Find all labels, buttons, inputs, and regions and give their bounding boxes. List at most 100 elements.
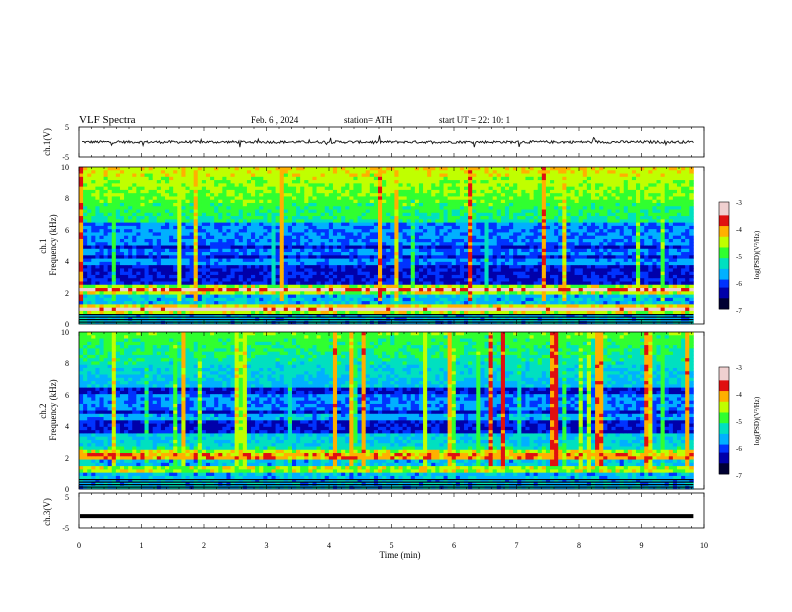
spectrogram-cell <box>205 219 211 223</box>
spectrogram-cell <box>197 252 203 256</box>
spectrogram-cell <box>373 225 379 230</box>
spectrogram-cell <box>91 265 96 269</box>
spectrogram-cell <box>271 167 276 171</box>
spectrogram-cell <box>144 235 150 240</box>
spectrogram-cell <box>414 170 420 174</box>
spectrogram-cell <box>205 196 211 201</box>
spectrogram-cell <box>218 232 223 237</box>
spectrogram-cell <box>418 265 424 269</box>
spectrogram-cell <box>152 291 158 295</box>
spectrogram-cell <box>418 248 424 253</box>
spectrogram-cell <box>201 202 207 207</box>
spectrogram-cell <box>214 173 219 178</box>
spectrogram-cell <box>418 229 424 233</box>
spectrogram-cell <box>390 219 395 223</box>
spectrogram-cell <box>365 271 371 276</box>
spectrogram-cell <box>443 199 449 204</box>
spectrogram-cell <box>410 265 416 269</box>
spectrogram-cell <box>214 176 219 181</box>
spectrogram-cell <box>418 199 424 204</box>
spectrogram-cell <box>255 189 260 194</box>
spectrogram-cell <box>476 284 481 289</box>
spectrogram-cell <box>124 274 129 279</box>
spectrogram-cell <box>279 261 285 266</box>
spectrogram-cell <box>451 180 457 184</box>
spectrogram-cell <box>369 252 375 256</box>
spectrogram-cell <box>185 170 190 174</box>
spectrogram-cell <box>95 229 100 233</box>
spectrogram-cell <box>476 229 481 233</box>
spectrogram-cell <box>345 307 350 312</box>
spectrogram-cell <box>439 310 444 315</box>
spectrogram-cell <box>238 281 244 286</box>
spectrogram-cell <box>259 284 264 289</box>
spectrogram-cell <box>259 180 264 184</box>
spectrogram-cell <box>337 284 342 289</box>
spectrogram-cell <box>275 268 281 273</box>
spectrogram-cell <box>173 248 178 253</box>
spectrogram-cell <box>275 222 281 227</box>
spectrogram-cell <box>111 288 117 292</box>
spectrogram-cell <box>472 284 477 289</box>
spectrogram-cell <box>189 183 195 188</box>
spectrogram-cell <box>468 297 473 302</box>
spectrogram-cell <box>226 265 231 269</box>
spectrogram-cell <box>128 199 133 204</box>
spectrogram-cell <box>476 307 481 312</box>
spectrogram-cell <box>119 183 125 188</box>
spectrogram-cell <box>259 291 264 295</box>
spectrogram-cell <box>328 245 334 250</box>
spectrogram-cell <box>464 265 469 269</box>
spectrogram-cell <box>160 258 166 263</box>
spectrogram-cell <box>230 304 236 309</box>
spectrogram-cell <box>337 186 342 191</box>
spectrogram-cell <box>222 216 227 220</box>
spectrogram-cell <box>173 232 178 237</box>
spectrogram-cell <box>263 294 268 299</box>
spectrogram-cell <box>423 274 428 279</box>
spectrogram-cell <box>337 268 342 273</box>
spectrogram-cell <box>459 196 465 201</box>
spectrogram-cell <box>365 206 371 210</box>
spectrogram-cell <box>99 288 104 292</box>
spectrogram-cell <box>443 212 449 217</box>
spectrogram-cell <box>189 189 195 194</box>
spectrogram-cell <box>439 219 444 223</box>
spectrogram-cell <box>263 173 268 178</box>
spectrogram-cell <box>480 186 485 191</box>
spectrogram-cell <box>296 202 301 207</box>
spectrogram-cell <box>140 255 145 259</box>
spectrogram-cell <box>369 225 375 230</box>
spectrogram-cell <box>181 232 186 237</box>
spectrogram-cell <box>418 209 424 214</box>
spectrogram-cell <box>345 258 350 263</box>
spectrogram-cell <box>226 202 231 207</box>
spectrogram-cell <box>468 193 473 197</box>
spectrogram-cell <box>427 196 432 201</box>
spectrogram-cell <box>95 242 100 246</box>
spectrogram-cell <box>373 232 379 237</box>
spectrogram-cell <box>332 199 338 204</box>
spectrogram-cell <box>304 242 309 246</box>
spectrogram-cell <box>189 252 195 256</box>
spectrogram-cell <box>394 206 399 210</box>
spectrogram-cell <box>210 297 215 302</box>
spectrogram-cell <box>193 271 199 276</box>
spectrogram-cell <box>402 252 408 256</box>
spectrogram-cell <box>111 189 117 194</box>
spectrogram-cell <box>152 248 158 253</box>
spectrogram-cell <box>87 180 92 184</box>
spectrogram-cell <box>414 307 420 312</box>
spectrogram-cell <box>263 255 268 259</box>
spectrogram-cell <box>398 252 403 256</box>
spectrogram-cell <box>177 232 182 237</box>
spectrogram-cell <box>115 219 121 223</box>
spectrogram-cell <box>79 202 84 207</box>
spectrogram-cell <box>464 170 469 174</box>
spectrogram-cell <box>128 212 133 217</box>
spectrogram-cell <box>107 202 113 207</box>
spectrogram-cell <box>283 219 289 223</box>
spectrogram-cell <box>140 222 145 227</box>
spectrogram-cell <box>337 216 342 220</box>
spectrogram-cell <box>451 252 457 256</box>
